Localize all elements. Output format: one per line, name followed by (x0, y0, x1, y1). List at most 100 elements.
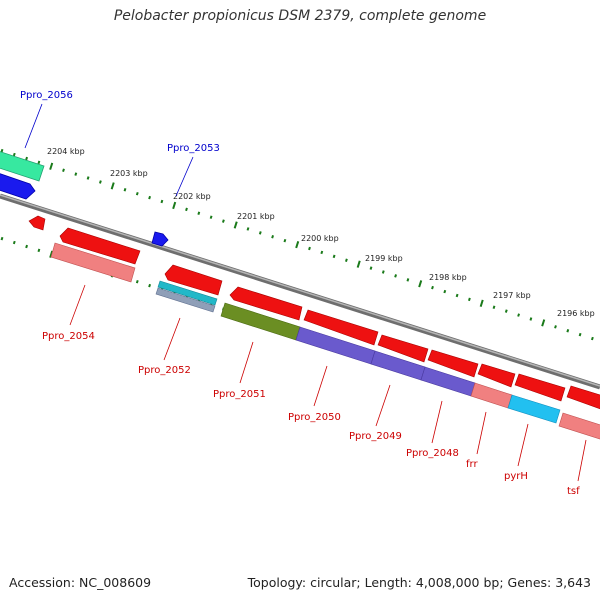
label-ppro-2051[interactable]: Ppro_2051 (213, 389, 266, 400)
major-tick (541, 319, 546, 327)
genome-backbone-highlight (0, 194, 600, 387)
minor-tick (344, 258, 348, 262)
minor-tick (12, 240, 16, 245)
label-pyrh[interactable]: pyrH (504, 471, 528, 482)
minor-tick (62, 168, 65, 172)
scale-tick-label: 2196 kbp (557, 309, 595, 318)
scale-tick-label: 2203 kbp (110, 169, 148, 178)
major-tick (295, 240, 300, 249)
minor-tick (431, 285, 434, 290)
leader-tsf (577, 439, 587, 482)
minor-tick (25, 156, 29, 161)
feature-ppro-2053[interactable] (151, 231, 169, 247)
leader-ppro-2048 (431, 400, 443, 444)
minor-tick (148, 283, 152, 288)
minor-tick (246, 227, 250, 231)
genome-backbone (0, 193, 600, 390)
minor-tick (123, 188, 127, 192)
minor-tick (529, 317, 533, 321)
feature-red-pyrh[interactable] (514, 373, 566, 402)
feature-ppro-2052-grey[interactable] (155, 287, 216, 313)
feature-red-2050[interactable] (303, 309, 379, 346)
label-ppro-2052[interactable]: Ppro_2052 (138, 365, 191, 376)
feature-ppro-2052-cyan[interactable] (157, 280, 218, 306)
scale-tick-labels: 2204 kbp 2203 kbp 2202 kbp 2201 kbp 2200 kbp… (47, 147, 595, 318)
minor-tick (0, 236, 4, 241)
label-ppro-2048[interactable]: Ppro_2048 (406, 448, 459, 459)
minor-tick (492, 305, 496, 309)
feature-ppro-2054[interactable] (50, 242, 136, 283)
scale-tick-label: 2201 kbp (237, 212, 275, 221)
major-tick (418, 280, 423, 288)
feature-tsf[interactable] (558, 412, 600, 441)
feature-ppro-2056[interactable] (0, 150, 45, 182)
feature-red-2048[interactable] (427, 349, 479, 378)
scale-tick-label: 2200 kbp (301, 234, 339, 243)
minor-tick (12, 152, 16, 157)
label-ppro-2049[interactable]: Ppro_2049 (349, 431, 402, 442)
major-tick (172, 201, 177, 210)
minor-tick (283, 238, 287, 243)
minor-tick (185, 207, 188, 212)
gene-labels: Ppro_2056 Ppro_2053 Ppro_2054 Ppro_2052 … (20, 90, 580, 497)
scale-tick-label: 2197 kbp (493, 291, 531, 300)
minor-tick (98, 180, 102, 184)
feature-pyrh[interactable] (507, 394, 561, 424)
minor-tick (369, 266, 373, 270)
leader-ppro-2056 (24, 103, 43, 149)
minor-tick (332, 254, 336, 259)
minor-tick (320, 250, 324, 255)
label-ppro-2050[interactable]: Ppro_2050 (288, 412, 341, 423)
leader-ppro-2049 (375, 384, 391, 427)
leader-frr (476, 411, 487, 455)
feature-ppro-2055-red[interactable] (59, 227, 141, 265)
minor-tick (25, 244, 29, 249)
feature-frr[interactable] (470, 382, 513, 409)
reverse-features (28, 215, 600, 441)
minor-tick (0, 148, 4, 153)
minor-tick (221, 219, 225, 223)
major-tick (233, 221, 238, 229)
label-leader-lines (24, 103, 587, 482)
label-tsf[interactable]: tsf (567, 486, 580, 497)
leader-ppro-2053 (175, 156, 194, 197)
feature-red-2051[interactable] (229, 286, 303, 321)
leader-ppro-2050 (313, 365, 328, 407)
leader-ppro-2054 (69, 284, 86, 326)
minor-tick (135, 279, 139, 284)
feature-red-frr[interactable] (477, 363, 516, 388)
feature-small-red[interactable] (28, 215, 46, 231)
feature-red-2052[interactable] (164, 264, 223, 296)
scale-tick-label: 2204 kbp (47, 147, 85, 156)
feature-red-2049[interactable] (377, 334, 429, 363)
label-ppro-2053[interactable]: Ppro_2053 (167, 143, 220, 154)
minor-tick (148, 195, 152, 200)
leader-ppro-2052 (163, 317, 181, 361)
feature-red-tsf[interactable] (566, 385, 600, 411)
minor-tick (590, 336, 594, 341)
label-ppro-2054[interactable]: Ppro_2054 (42, 331, 95, 342)
minor-tick (258, 231, 262, 235)
minor-tick (271, 235, 275, 239)
minor-tick (37, 248, 41, 253)
minor-tick (394, 274, 398, 278)
map-title: Pelobacter propionicus DSM 2379, complet… (113, 8, 487, 24)
scale-tick-label: 2198 kbp (429, 273, 467, 282)
leader-pyrh (517, 423, 529, 467)
label-frr[interactable]: frr (466, 459, 478, 470)
minor-tick (160, 199, 164, 204)
minor-tick (566, 328, 570, 333)
scale-tick-label: 2202 kbp (173, 192, 211, 201)
accession-text: Accession: NC_008609 (9, 575, 152, 590)
feature-ppro-2055[interactable] (0, 172, 36, 200)
minor-tick (443, 289, 447, 294)
minor-tick (197, 211, 201, 216)
minor-tick (135, 191, 139, 196)
major-tick (49, 162, 54, 170)
minor-tick (381, 270, 385, 274)
minor-tick (37, 160, 41, 165)
label-ppro-2056[interactable]: Ppro_2056 (20, 90, 73, 101)
minor-tick (209, 215, 213, 219)
